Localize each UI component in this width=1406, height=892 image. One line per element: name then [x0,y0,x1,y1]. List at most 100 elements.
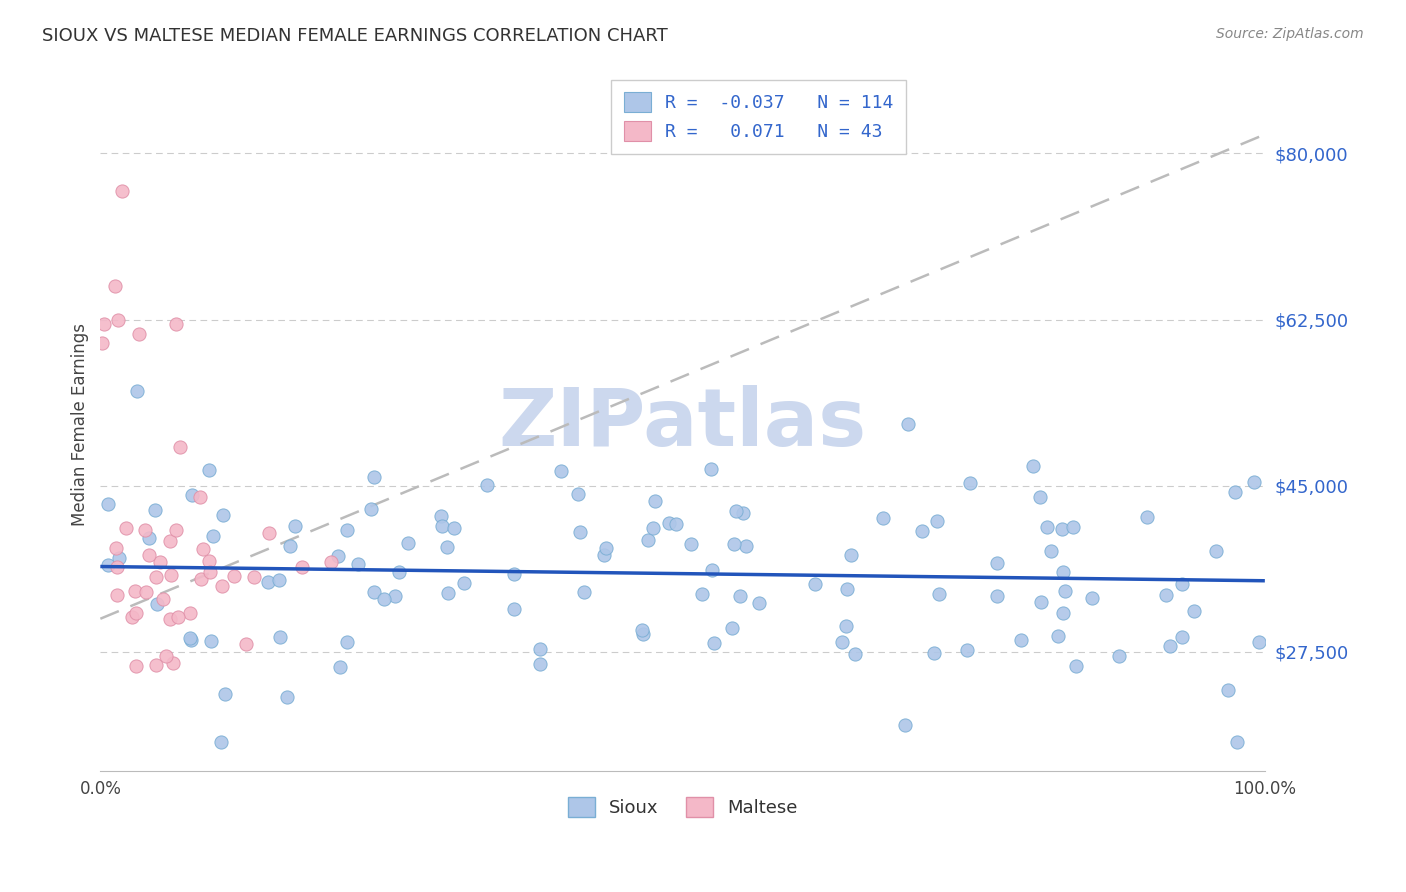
Point [529,641,551,656]
Point [502,566,524,581]
Point [267,573,290,587]
Point [897,417,920,431]
Point [107,312,129,326]
Point [733,506,755,520]
Point [91,336,114,351]
Point [665,516,688,531]
Point [1062,520,1084,534]
Point [956,643,979,657]
Point [572,584,595,599]
Point [105,541,128,555]
Point [700,462,723,476]
Point [202,529,225,543]
Point [1080,591,1102,605]
Point [703,636,725,650]
Point [222,568,245,582]
Point [475,478,498,492]
Point [453,576,475,591]
Point [291,559,314,574]
Point [959,476,981,491]
Point [181,488,204,502]
Text: ZIPatlas: ZIPatlas [499,385,866,463]
Point [1031,595,1053,609]
Point [922,646,945,660]
Point [162,656,184,670]
Point [637,533,659,547]
Point [200,633,222,648]
Point [437,586,460,600]
Point [593,548,616,562]
Point [643,520,665,534]
Point [336,523,359,537]
Point [839,548,862,562]
Point [728,589,751,603]
Point [107,560,129,574]
Point [135,584,157,599]
Point [1159,639,1181,653]
Point [125,384,148,398]
Point [169,440,191,454]
Point [347,557,370,571]
Legend: Sioux, Maltese: Sioux, Maltese [561,789,804,824]
Point [143,503,166,517]
Point [214,687,236,701]
Point [1226,735,1249,749]
Point [679,537,702,551]
Point [179,606,201,620]
Point [1050,522,1073,536]
Point [748,596,770,610]
Point [211,579,233,593]
Point [115,521,138,535]
Point [844,647,866,661]
Point [430,519,453,533]
Point [209,735,232,749]
Point [373,592,395,607]
Point [198,463,221,477]
Point [529,657,551,672]
Point [179,631,201,645]
Point [149,555,172,569]
Point [429,508,451,523]
Point [986,589,1008,603]
Point [134,524,156,538]
Point [200,565,222,579]
Point [723,537,745,551]
Point [121,610,143,624]
Point [269,630,291,644]
Point [212,508,235,523]
Point [568,524,591,539]
Point [124,584,146,599]
Point [872,511,894,525]
Point [363,584,385,599]
Point [1243,475,1265,490]
Point [276,690,298,704]
Text: Source: ZipAtlas.com: Source: ZipAtlas.com [1216,27,1364,41]
Point [363,470,385,484]
Point [986,556,1008,570]
Point [658,516,681,530]
Point [1029,490,1052,504]
Point [1053,583,1076,598]
Point [280,539,302,553]
Point [502,601,524,615]
Point [835,619,858,633]
Point [97,497,120,511]
Point [396,535,419,549]
Point [837,582,859,596]
Point [550,464,572,478]
Point [128,326,150,341]
Point [925,514,948,528]
Point [443,521,465,535]
Point [165,524,187,538]
Point [804,577,827,591]
Point [257,526,280,541]
Point [159,534,181,549]
Point [145,658,167,673]
Point [336,635,359,649]
Point [1249,635,1271,649]
Point [235,637,257,651]
Point [138,531,160,545]
Y-axis label: Median Female Earnings: Median Female Earnings [72,323,89,525]
Point [146,597,169,611]
Point [152,592,174,607]
